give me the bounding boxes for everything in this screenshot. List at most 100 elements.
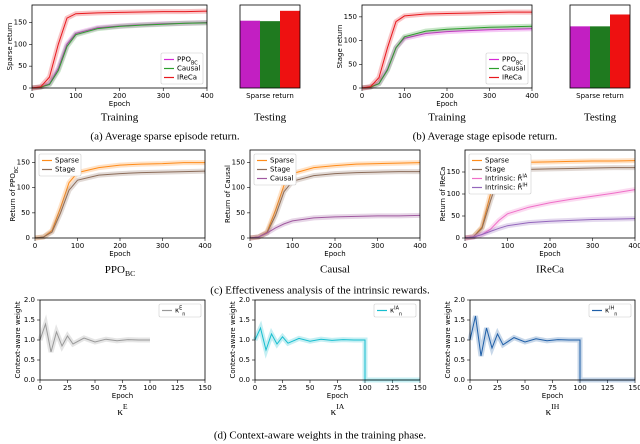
x-axis-label: Epoch bbox=[109, 250, 130, 258]
x-tick-label: 150 bbox=[628, 384, 640, 392]
x-tick-label: Sparse return bbox=[246, 92, 294, 100]
x-tick-label: 75 bbox=[333, 384, 342, 392]
bar bbox=[280, 10, 300, 88]
series-line bbox=[249, 162, 421, 239]
x-tick-label: 400 bbox=[200, 92, 213, 100]
x-tick-label: 0 bbox=[38, 384, 42, 392]
plot-frame bbox=[39, 299, 206, 381]
x-tick-label: 0 bbox=[463, 242, 467, 250]
x-tick-label: 300 bbox=[156, 242, 169, 250]
y-tick-label: 0 bbox=[23, 84, 27, 92]
caption: (c) Effectiveness analysis of the intrin… bbox=[210, 285, 430, 297]
x-tick-label: 0 bbox=[248, 242, 252, 250]
x-tick-label: 100 bbox=[286, 242, 299, 250]
x-tick-label: 0 bbox=[468, 384, 472, 392]
caption: (b) Average stage episode return. bbox=[413, 131, 558, 143]
series-line bbox=[31, 22, 208, 89]
x-tick-label: 100 bbox=[71, 242, 84, 250]
x-tick-label: 125 bbox=[171, 384, 184, 392]
series-line bbox=[31, 10, 208, 89]
y-axis-label: Return of IReCa bbox=[439, 167, 447, 222]
plot-frame bbox=[34, 149, 206, 239]
plot-frame bbox=[569, 4, 631, 89]
x-tick-label: 400 bbox=[413, 242, 426, 250]
x-tick-label: 100 bbox=[143, 384, 156, 392]
x-tick-label: 400 bbox=[628, 242, 640, 250]
y-tick-label: 150 bbox=[17, 159, 30, 167]
legend-label: IReCa bbox=[502, 74, 522, 82]
subplot-label: Training bbox=[428, 112, 466, 124]
y-tick-label: 100 bbox=[447, 190, 460, 198]
caption: (a) Average sparse episode return. bbox=[90, 131, 239, 143]
x-tick-label: 200 bbox=[113, 92, 126, 100]
legend-label: Sparse bbox=[485, 157, 509, 165]
series-band bbox=[252, 320, 420, 383]
y-tick-label: 2.0 bbox=[454, 296, 465, 304]
series-line bbox=[361, 25, 533, 89]
plot-frame bbox=[249, 149, 421, 239]
x-tick-label: 200 bbox=[440, 92, 453, 100]
legend-label: Causal bbox=[177, 65, 201, 73]
legend-label: Stage bbox=[55, 166, 75, 174]
x-tick-label: 300 bbox=[371, 242, 384, 250]
plot-frame bbox=[31, 4, 208, 89]
x-tick-label: 75 bbox=[548, 384, 557, 392]
y-tick-label: 0.0 bbox=[239, 376, 250, 384]
x-tick-label: 200 bbox=[113, 242, 126, 250]
series-line bbox=[464, 218, 636, 239]
y-tick-label: 50 bbox=[451, 212, 460, 220]
bar bbox=[260, 21, 280, 88]
x-axis-label: Epoch bbox=[542, 392, 563, 400]
subplot-label: Testing bbox=[584, 112, 617, 124]
y-tick-label: 100 bbox=[14, 40, 27, 48]
y-tick-label: 0.5 bbox=[239, 356, 250, 364]
legend-label: κEn bbox=[175, 305, 185, 317]
legend-box bbox=[485, 52, 529, 85]
x-tick-label: 150 bbox=[198, 384, 211, 392]
series-line bbox=[361, 11, 532, 89]
x-tick-label: 400 bbox=[198, 242, 211, 250]
legend-label: Intrinsic: R̂IH bbox=[485, 182, 528, 192]
x-tick-label: 100 bbox=[69, 92, 82, 100]
legend-box bbox=[158, 303, 202, 318]
series-band bbox=[37, 314, 150, 353]
y-tick-label: 50 bbox=[236, 209, 245, 217]
subplot-label: Causal bbox=[320, 264, 350, 276]
x-tick-label: 400 bbox=[525, 92, 538, 100]
plot-frame bbox=[239, 4, 301, 89]
legend-box bbox=[373, 303, 417, 318]
x-tick-label: 100 bbox=[398, 92, 411, 100]
legend-label: PPOBC bbox=[502, 56, 523, 67]
x-axis-label: Epoch bbox=[327, 392, 348, 400]
x-tick-label: 0 bbox=[253, 384, 257, 392]
y-tick-label: 0.0 bbox=[24, 376, 35, 384]
y-tick-label: 1.0 bbox=[24, 336, 35, 344]
x-axis-label: Epoch bbox=[539, 250, 560, 258]
legend-label: Sparse bbox=[55, 157, 79, 165]
y-tick-label: 1.0 bbox=[454, 336, 465, 344]
y-tick-label: 100 bbox=[344, 37, 357, 45]
legend-label: IReCa bbox=[177, 74, 197, 82]
y-tick-label: 0 bbox=[456, 234, 460, 242]
y-tick-label: 50 bbox=[18, 62, 27, 70]
series-line bbox=[249, 214, 421, 239]
y-axis-label: Stage return bbox=[336, 25, 344, 69]
y-tick-label: 0 bbox=[241, 234, 245, 242]
legend-label: Sparse bbox=[270, 157, 294, 165]
y-tick-label: 1.5 bbox=[239, 316, 250, 324]
y-tick-label: 0 bbox=[26, 234, 30, 242]
x-tick-label: 25 bbox=[278, 384, 287, 392]
subplot-label: κIA bbox=[331, 402, 345, 417]
y-axis-label: Context-aware weight bbox=[14, 301, 22, 378]
x-axis-label: Epoch bbox=[436, 100, 457, 108]
y-axis-label: Sparse return bbox=[6, 23, 14, 71]
x-tick-label: 300 bbox=[586, 242, 599, 250]
y-tick-label: 150 bbox=[232, 159, 245, 167]
x-tick-label: 125 bbox=[601, 384, 614, 392]
x-tick-label: 125 bbox=[386, 384, 399, 392]
legend-label: Intrinsic: R̂IA bbox=[485, 173, 528, 183]
x-tick-label: 50 bbox=[521, 384, 530, 392]
x-tick-label: 25 bbox=[493, 384, 502, 392]
x-tick-label: 25 bbox=[63, 384, 72, 392]
